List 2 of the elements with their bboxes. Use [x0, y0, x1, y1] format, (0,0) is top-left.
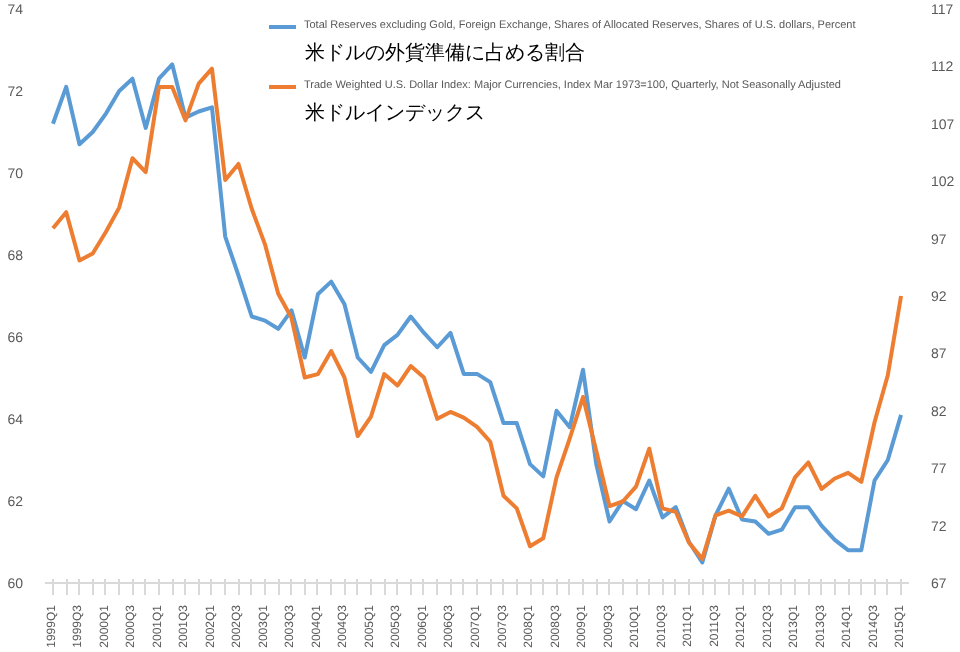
annotation: 米ドルインデックス — [305, 101, 485, 125]
annotation: 米ドルの外貨準備に占める割合 — [305, 41, 585, 65]
